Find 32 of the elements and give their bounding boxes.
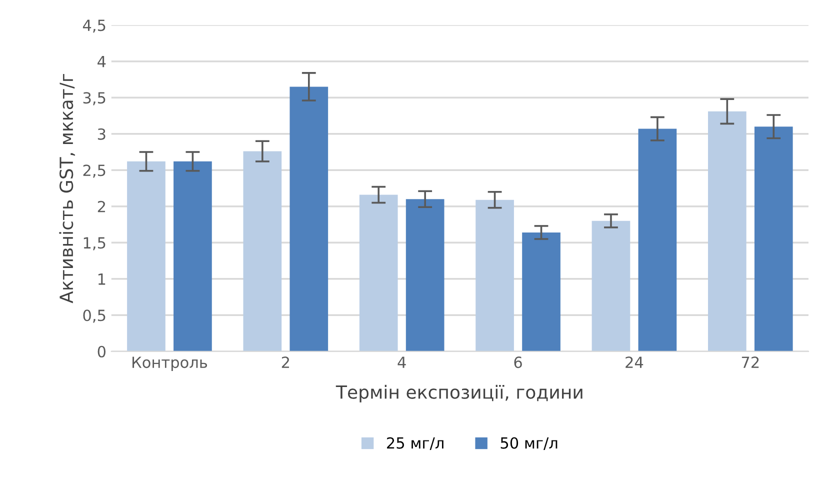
- bar: [522, 232, 560, 352]
- x-tick-label: 4: [398, 356, 406, 368]
- x-tick-label: 6: [514, 356, 522, 368]
- y-tick-label: 2: [98, 200, 105, 212]
- y-tick-label: 3: [98, 128, 106, 140]
- x-tick-label: 2: [282, 356, 289, 368]
- bar: [290, 86, 328, 352]
- bar: [406, 199, 444, 352]
- y-tick-label: 1,5: [84, 237, 106, 250]
- x-axis-title: Термін експозиції, години: [336, 384, 582, 402]
- bar: [592, 220, 630, 352]
- bar: [476, 200, 514, 352]
- y-tick-label: 1: [98, 274, 106, 285]
- bar: [638, 128, 677, 352]
- bar: [127, 161, 166, 352]
- y-tick-label: 3,5: [83, 92, 106, 106]
- bar: [708, 111, 746, 352]
- x-tick-label: 24: [626, 356, 644, 368]
- y-tick-label: 4,5: [82, 20, 106, 33]
- legend-label: 25 мг/л: [387, 437, 444, 450]
- x-tick-label: 72: [742, 356, 759, 368]
- bar: [359, 194, 398, 352]
- y-tick-label: 0,5: [83, 310, 106, 323]
- legend-label: 50 мг/л: [500, 437, 558, 450]
- x-tick-label: Контроль: [132, 356, 208, 372]
- bar: [243, 151, 282, 352]
- y-axis-title: Активність GST, мккат/г: [59, 74, 76, 304]
- y-tick-label: 2,5: [83, 164, 106, 178]
- y-tick-label: 4: [98, 56, 106, 68]
- bar: [754, 126, 793, 352]
- bar: [174, 161, 212, 352]
- y-tick-label: 0: [98, 346, 106, 358]
